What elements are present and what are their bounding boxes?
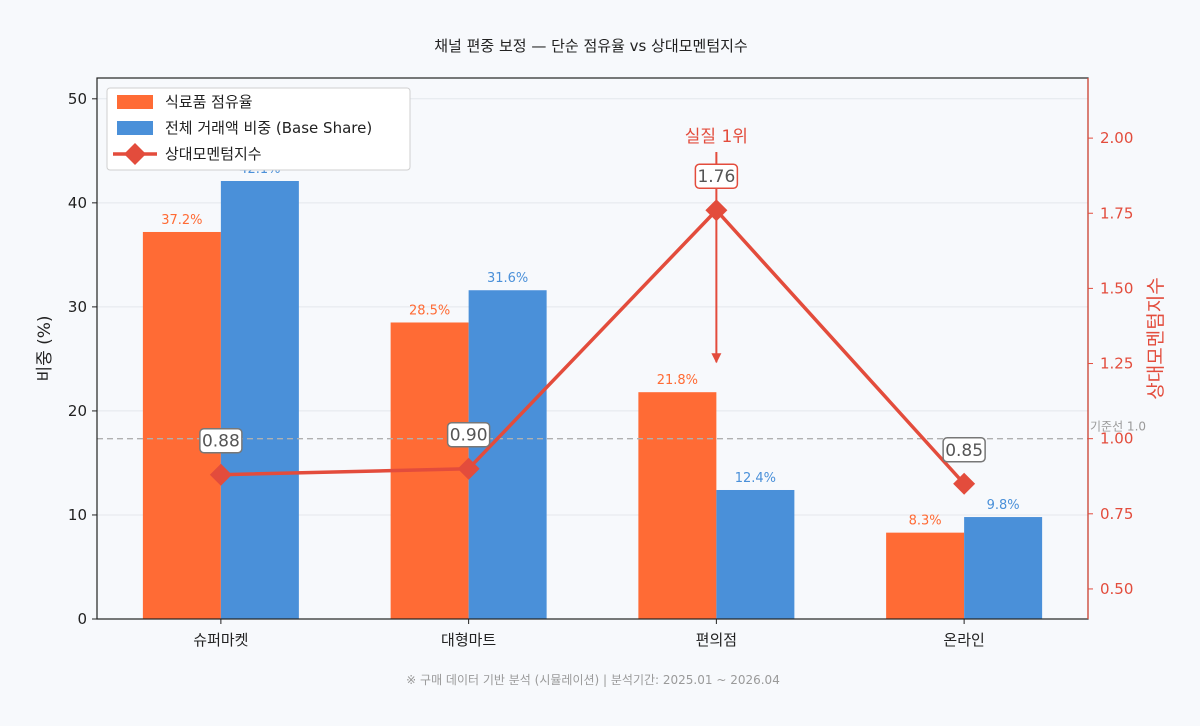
bar-value-label: 31.6% xyxy=(487,271,528,286)
legend-swatch-0 xyxy=(117,95,153,109)
right-tick-label: 1.00 xyxy=(1100,430,1133,448)
bar-value-label: 12.4% xyxy=(735,471,776,486)
bar-0-3 xyxy=(886,532,965,619)
bar-value-label: 21.8% xyxy=(657,373,698,388)
bar-value-label: 28.5% xyxy=(409,303,450,318)
bar-1-3 xyxy=(964,517,1043,619)
legend-label-0: 식료품 점유율 xyxy=(165,93,253,111)
category-label: 슈퍼마켓 xyxy=(193,631,248,649)
momentum-line xyxy=(220,208,966,485)
category-label: 편의점 xyxy=(696,631,737,649)
y-axis-label: 비중 (%) xyxy=(35,315,55,381)
legend-swatch-marker xyxy=(124,143,146,165)
momentum-value-label: 0.85 xyxy=(945,441,983,461)
bar-value-label: 9.8% xyxy=(987,498,1020,513)
legend-label-2: 상대모멘텀지수 xyxy=(165,145,262,163)
momentum-marker xyxy=(953,472,976,495)
left-tick-label: 40 xyxy=(68,194,87,212)
right-tick-label: 1.25 xyxy=(1100,355,1133,373)
left-tick-label: 20 xyxy=(68,402,87,420)
bar-0-2 xyxy=(638,392,717,619)
bar-1-0 xyxy=(220,180,299,619)
momentum-value-label: 0.90 xyxy=(450,426,488,446)
right-tick-label: 2.00 xyxy=(1100,129,1133,147)
legend-swatch-1 xyxy=(117,121,153,135)
right-tick-label: 0.50 xyxy=(1100,580,1133,598)
momentum-marker xyxy=(209,463,232,486)
bar-value-label: 37.2% xyxy=(161,213,202,228)
momentum-value-label: 1.76 xyxy=(697,167,735,187)
right-tick-label: 0.75 xyxy=(1100,505,1133,523)
reference-line-label: 기준선 1.0 xyxy=(1090,420,1146,434)
right-tick-label: 1.75 xyxy=(1100,204,1133,222)
momentum-value-label: 0.88 xyxy=(202,432,240,452)
data-labels: 37.2%28.5%21.8%8.3%42.1%31.6%12.4%9.8%실질… xyxy=(161,127,1019,529)
left-tick-label: 30 xyxy=(68,298,87,316)
momentum-value-badge xyxy=(694,163,739,189)
momentum-value-badge xyxy=(199,427,243,454)
legend-box xyxy=(106,87,411,171)
footnote: ※ 구매 데이터 기반 분석 (시뮬레이션) | 분석기간: 2025.01 ~… xyxy=(406,673,780,687)
right-tick-label: 1.50 xyxy=(1100,279,1133,297)
left-tick-label: 0 xyxy=(77,610,87,628)
bar-value-label: 8.3% xyxy=(909,514,942,529)
annotation-text: 실질 1위 xyxy=(685,127,748,147)
left-tick-label: 10 xyxy=(68,506,87,524)
y2-axis-label: 상대모멘텀지수 xyxy=(1145,277,1167,399)
axes: 0 10 20 30 40 50 0.50 0.75 1.00 1.25 1.50 1.75 2.00 슈… xyxy=(35,77,1167,649)
momentum-value-badge xyxy=(942,437,986,463)
left-tick-label: 50 xyxy=(68,90,87,108)
category-label: 대형마트 xyxy=(441,631,496,649)
momentum-marker xyxy=(705,199,728,222)
bar-1-2 xyxy=(716,489,795,619)
annotation-arrow-head xyxy=(711,353,722,364)
bar-0-0 xyxy=(142,231,221,619)
momentum-marker xyxy=(457,457,480,480)
chart-title: 채널 편중 보정 — 단순 점유율 vs 상대모멘텀지수 xyxy=(434,37,747,55)
momentum-line-group: 기준선 1.0 xyxy=(97,152,1146,495)
legend-label-1: 전체 거래액 비중 (Base Share) xyxy=(165,119,372,137)
category-label: 온라인 xyxy=(943,631,984,649)
momentum-value-badge xyxy=(446,421,491,448)
